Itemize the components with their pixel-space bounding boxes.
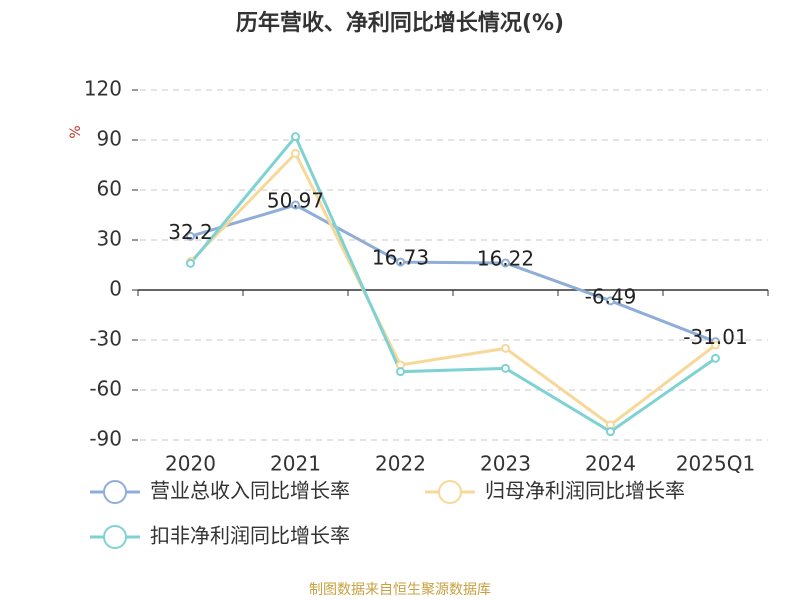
source-note: 制图数据来自恒生聚源数据库 bbox=[309, 582, 491, 598]
y-tick-label: 30 bbox=[97, 227, 122, 251]
y-tick-label: 0 bbox=[109, 277, 122, 301]
data-label: 32.2 bbox=[168, 220, 213, 244]
data-point bbox=[501, 363, 510, 373]
series-line bbox=[189, 133, 717, 434]
legend-marker bbox=[103, 480, 127, 504]
y-tick-label: 60 bbox=[97, 177, 122, 201]
data-label: 16.73 bbox=[372, 246, 429, 270]
x-tick-label: 2024 bbox=[585, 452, 636, 476]
y-tick-label: 120 bbox=[84, 77, 122, 101]
legend-label: 营业总收入同比增长率 bbox=[150, 479, 350, 503]
data-point bbox=[501, 343, 510, 353]
data-point bbox=[186, 258, 195, 268]
x-tick-label: 2021 bbox=[270, 452, 321, 476]
data-point bbox=[606, 427, 615, 437]
chart-title: 历年营收、净利同比增长情况(%) bbox=[236, 10, 564, 36]
series-line bbox=[189, 150, 717, 427]
legend-marker bbox=[103, 525, 127, 549]
x-tick-label: 2022 bbox=[375, 452, 426, 476]
y-tick-label: -60 bbox=[89, 377, 122, 401]
y-tick-label: -90 bbox=[89, 427, 122, 451]
y-tick-label: 90 bbox=[97, 127, 122, 151]
data-label: -31.01 bbox=[683, 325, 747, 349]
x-tick-label: 2025Q1 bbox=[676, 452, 755, 476]
series-line bbox=[190, 203, 717, 344]
y-axis-label: % bbox=[68, 125, 84, 138]
data-point bbox=[291, 200, 300, 210]
data-point bbox=[291, 132, 300, 142]
data-point bbox=[186, 231, 195, 241]
data-point bbox=[396, 257, 405, 267]
legend-marker bbox=[438, 480, 462, 504]
data-label: 16.22 bbox=[477, 246, 534, 270]
data-point bbox=[501, 258, 510, 268]
data-label: 50.97 bbox=[267, 189, 324, 213]
data-point bbox=[606, 296, 615, 306]
data-point bbox=[711, 353, 720, 363]
x-tick-label: 2020 bbox=[165, 452, 216, 476]
data-point bbox=[396, 367, 405, 377]
data-point bbox=[291, 148, 300, 158]
data-label: -6.49 bbox=[585, 284, 637, 308]
data-point bbox=[711, 340, 720, 350]
x-tick-label: 2023 bbox=[480, 452, 531, 476]
legend-label: 归母净利润同比增长率 bbox=[485, 479, 685, 503]
legend-label: 扣非净利润同比增长率 bbox=[150, 524, 350, 548]
y-tick-label: -30 bbox=[89, 327, 122, 351]
